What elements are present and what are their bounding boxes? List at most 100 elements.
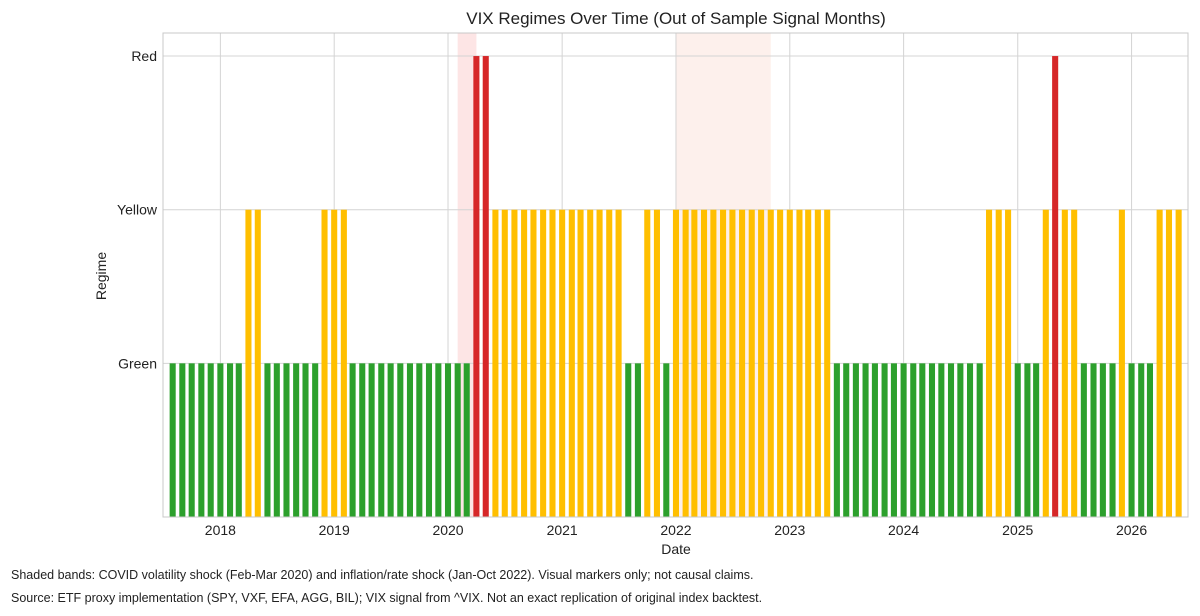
x-tick-labels: 2018 2019 2020 2021 2022 2023 2024 2025 2026 <box>205 522 1148 538</box>
regime-bar <box>368 363 375 517</box>
regime-bar <box>473 56 480 518</box>
regime-bar <box>938 363 945 517</box>
footnote-shaded-bands: Shaded bands: COVID volatility shock (Fe… <box>11 568 754 582</box>
regime-bar <box>777 209 784 517</box>
regime-bar <box>1042 209 1049 517</box>
regime-bar <box>700 209 708 517</box>
regime-bar <box>492 209 499 517</box>
regime-bar <box>871 363 878 517</box>
shaded-band-1 <box>457 33 477 517</box>
regime-bar <box>663 363 670 517</box>
regime-bar <box>530 209 537 517</box>
regime-bar <box>1146 363 1153 517</box>
regime-bar <box>227 363 234 517</box>
regime-bar <box>1071 209 1078 517</box>
x-axis-label: Date <box>661 541 691 557</box>
regime-bar <box>435 363 442 517</box>
regime-bar <box>1175 209 1182 517</box>
x-tick-label: 2024 <box>888 522 919 538</box>
y-tick-labels: Green Yellow Red <box>117 48 158 371</box>
regime-bar <box>349 363 356 517</box>
regime-bar <box>1052 56 1059 518</box>
regime-bar <box>1165 209 1173 517</box>
regime-bar <box>1128 363 1135 517</box>
regime-bars <box>169 56 1182 518</box>
regime-bar <box>521 209 528 517</box>
x-tick-label: 2023 <box>774 522 805 538</box>
regime-bar <box>1005 209 1012 517</box>
regime-bar <box>852 363 859 517</box>
regime-bar <box>273 363 280 517</box>
regime-bar <box>758 209 765 517</box>
y-tick-label: Red <box>131 48 157 64</box>
regime-bar <box>406 363 414 517</box>
x-tick-label: 2019 <box>319 522 350 538</box>
regime-bar <box>1099 363 1106 517</box>
regime-bar <box>900 363 907 517</box>
regime-bar <box>1156 209 1163 517</box>
regime-bar <box>653 209 660 517</box>
regime-bar <box>596 209 603 517</box>
regime-bar <box>986 209 993 517</box>
regime-bar <box>748 209 755 517</box>
regime-bar <box>416 363 423 517</box>
regime-bar <box>340 209 347 517</box>
regime-bar <box>644 209 651 517</box>
regime-bar <box>682 209 689 517</box>
regime-bar <box>966 363 974 517</box>
regime-bar <box>207 363 214 517</box>
regime-bar <box>833 363 840 517</box>
y-axis-label: Regime <box>93 252 109 300</box>
regime-bar <box>463 363 470 517</box>
x-tick-label: 2022 <box>660 522 691 538</box>
regime-bar <box>786 209 793 517</box>
regime-bar <box>805 209 812 517</box>
x-tick-label: 2026 <box>1116 522 1147 538</box>
regime-bar <box>824 209 831 517</box>
regime-bar <box>444 363 452 517</box>
y-tick-label: Yellow <box>117 202 158 218</box>
regime-bar <box>387 363 394 517</box>
regime-bar <box>1014 363 1021 517</box>
regime-bar <box>254 209 261 517</box>
regime-bar <box>264 363 271 517</box>
regime-bar <box>843 363 850 517</box>
regime-bar <box>957 363 964 517</box>
regime-bar <box>625 363 632 517</box>
regime-bar <box>720 209 727 517</box>
y-tick-label: Green <box>118 355 157 371</box>
regime-bar <box>862 363 869 517</box>
regime-bar <box>739 209 746 517</box>
regime-bar <box>235 363 242 517</box>
regime-bar <box>910 363 917 517</box>
regime-bar <box>691 209 698 517</box>
regime-bar <box>188 363 195 517</box>
regime-bar <box>606 209 613 517</box>
regime-bar <box>359 363 366 517</box>
regime-bar <box>245 209 252 517</box>
regime-bar <box>321 209 328 517</box>
regime-bar <box>881 363 888 517</box>
regime-bar <box>283 363 290 517</box>
regime-bar <box>796 209 803 517</box>
regime-bar <box>169 363 176 517</box>
regime-bar <box>672 209 680 517</box>
regime-bar <box>729 209 736 517</box>
regime-bar <box>540 209 547 517</box>
x-tick-label: 2020 <box>432 522 463 538</box>
regime-bar <box>198 363 205 517</box>
regime-bar <box>1061 209 1068 517</box>
regime-bar <box>1090 363 1097 517</box>
regime-bar <box>577 209 584 517</box>
regime-bar <box>1109 363 1116 517</box>
regime-bar <box>179 363 186 517</box>
regime-bar <box>312 363 319 517</box>
x-tick-label: 2021 <box>547 522 578 538</box>
regime-bar <box>928 363 936 517</box>
regime-bar <box>501 209 508 517</box>
chart-title: VIX Regimes Over Time (Out of Sample Sig… <box>466 9 886 28</box>
regime-bar <box>378 363 385 517</box>
regime-bar <box>947 363 955 517</box>
regime-bar <box>568 209 575 517</box>
regime-bar <box>1138 363 1145 517</box>
